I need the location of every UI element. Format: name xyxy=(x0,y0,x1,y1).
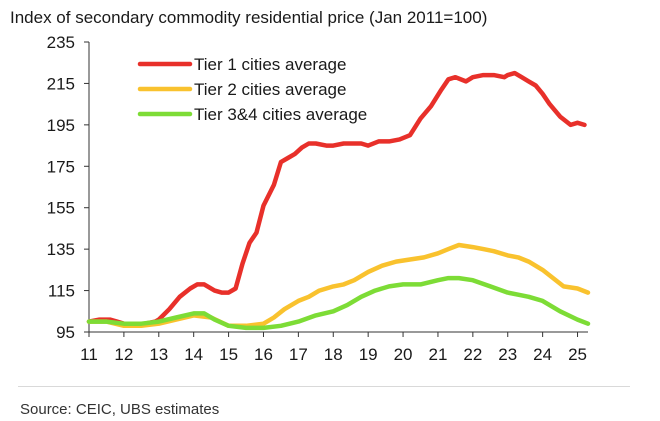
x-tick-label: 11 xyxy=(80,345,98,364)
axes: 95 115 135 155 175 195 215 235 11 12 13 14 15 16 17 18 1… xyxy=(47,33,588,364)
y-tick-label: 215 xyxy=(47,74,75,93)
y-tick-label: 95 xyxy=(56,323,75,342)
y-tick-label: 135 xyxy=(47,240,75,259)
y-tick-label: 195 xyxy=(47,116,75,135)
chart-title: Index of secondary commodity residential… xyxy=(10,8,488,27)
x-tick-label: 12 xyxy=(114,345,133,364)
series-line-3 xyxy=(86,275,591,331)
legend-label-3: Tier 3&4 cities average xyxy=(194,105,367,124)
series-line-1 xyxy=(86,70,587,326)
y-tick-label: 235 xyxy=(47,33,75,52)
y-tick-label: 115 xyxy=(48,282,75,301)
x-tick-label: 22 xyxy=(463,345,482,364)
x-tick-label: 13 xyxy=(149,345,168,364)
x-tick-label: 25 xyxy=(568,345,587,364)
x-tick-label: 19 xyxy=(359,345,378,364)
divider xyxy=(18,386,630,387)
x-tick-label: 23 xyxy=(498,345,517,364)
x-tick-label: 14 xyxy=(184,345,203,364)
x-tick-label: 24 xyxy=(533,345,552,364)
x-tick-label: 17 xyxy=(289,345,308,364)
series-line-2 xyxy=(86,242,591,329)
x-tick-label: 15 xyxy=(219,345,238,364)
series-layer xyxy=(86,70,591,331)
x-tick-label: 18 xyxy=(324,345,343,364)
legend-label-2: Tier 2 cities average xyxy=(194,80,346,99)
y-tick-label: 175 xyxy=(47,157,75,176)
legend-label-1: Tier 1 cities average xyxy=(194,55,346,74)
source-note: Source: CEIC, UBS estimates xyxy=(20,401,220,418)
x-tick-label: 20 xyxy=(394,345,413,364)
x-tick-label: 16 xyxy=(254,345,273,364)
y-tick-label: 155 xyxy=(47,199,75,218)
x-tick-label: 21 xyxy=(428,345,447,364)
legend: Tier 1 cities average Tier 2 cities avera… xyxy=(137,55,367,124)
